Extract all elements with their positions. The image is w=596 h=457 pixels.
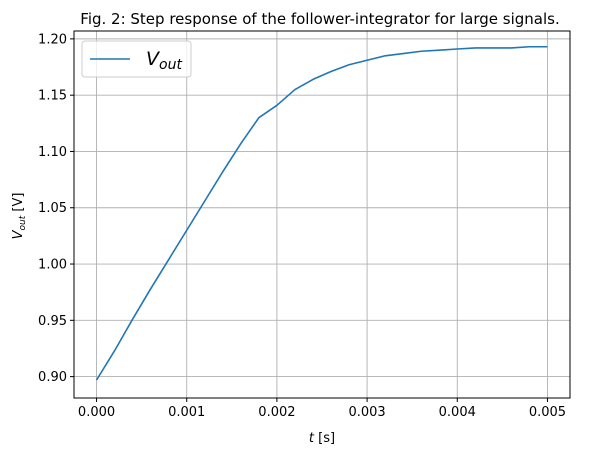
y-axis-label: Vout [V] [11, 193, 28, 240]
y-tick-label: 1.20 [38, 32, 67, 47]
x-axis-label: t [s] [309, 431, 335, 446]
axes-frame [73, 30, 571, 399]
x-tick-label: 0.001 [168, 405, 205, 420]
x-tick-label: 0.002 [258, 405, 295, 420]
chart-title: Fig. 2: Step response of the follower-in… [80, 10, 559, 28]
legend-box [81, 40, 192, 78]
y-tick-label: 1.05 [38, 201, 67, 216]
x-tick-label: 0.005 [529, 405, 566, 420]
y-tick-label: 1.15 [38, 89, 67, 104]
x-tick-label: 0.003 [348, 405, 385, 420]
series-line-vout [95, 45, 548, 381]
x-tick-label: 0.004 [439, 405, 476, 420]
y-tick-label: 1.10 [38, 145, 67, 160]
grid-lines [74, 31, 570, 398]
y-axis-ticks: 0.90 0.95 1.00 1.05 1.10 1.15 1.20 [38, 32, 74, 385]
legend-label-vout: Vout [146, 48, 182, 73]
legend: Vout [81, 40, 192, 78]
x-axis-ticks: 0.000 0.001 0.002 0.003 0.004 0.005 [78, 398, 566, 420]
plot-area [95, 45, 548, 381]
y-tick-label: 0.95 [38, 314, 67, 329]
y-tick-label: 1.00 [38, 258, 67, 273]
y-tick-label: 0.90 [38, 370, 67, 385]
x-tick-label: 0.000 [78, 405, 115, 420]
